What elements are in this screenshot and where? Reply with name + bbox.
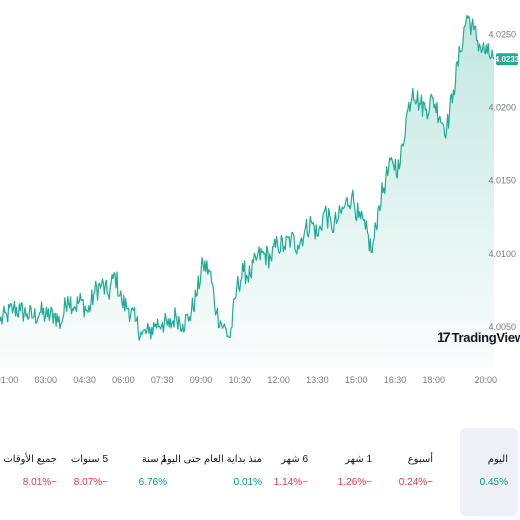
period-label: أسبوع [407, 454, 433, 465]
period-value: 8.01%− [22, 477, 57, 488]
period-value: 6.76% [138, 477, 167, 488]
period-3[interactable]: منذ بداية العام حتى اليوم 0.01% [161, 428, 262, 516]
period-label: 5 سنوات [70, 454, 108, 465]
y-tick-label: 4.0200 [488, 103, 516, 113]
period-value: 1.14%− [273, 477, 308, 488]
period-label: منذ بداية العام حتى اليوم [160, 454, 262, 465]
period-value: 0.24%− [398, 477, 433, 488]
period-value: 0.01% [233, 477, 262, 488]
y-tick-label: 4.0050 [488, 322, 516, 332]
x-tick-label: 07:30 [151, 375, 174, 385]
y-tick-label: 4.0150 [488, 176, 516, 186]
y-tick-label: 4.0100 [488, 249, 516, 259]
period-value: 8.07%− [73, 477, 108, 488]
period-2[interactable]: 1 سنة 6.76% [111, 428, 167, 516]
last-price-tag [496, 53, 518, 66]
period-1[interactable]: 5 سنوات 8.07%− [52, 428, 108, 516]
period-label: جميع الأوقات [3, 454, 57, 465]
x-tick-label: 15:00 [345, 375, 368, 385]
period-label: 1 سنة [141, 454, 167, 465]
x-tick-label: 13:30 [306, 375, 329, 385]
tradingview-logo-icon: 17 [437, 329, 451, 345]
x-tick-label: 12:00 [267, 375, 290, 385]
x-tick-label: 18:00 [423, 375, 446, 385]
price-chart[interactable]: 4.0050 4.0100 4.0150 4.0200 4.0250 01:00 03:0… [0, 0, 520, 392]
period-value: 1.26%− [337, 477, 372, 488]
x-tick-label: 06:00 [112, 375, 135, 385]
x-tick-label: 03:00 [35, 375, 58, 385]
price-line [0, 14, 495, 341]
period-6[interactable]: أسبوع 0.24%− [377, 428, 433, 516]
period-0[interactable]: جميع الأوقات 8.01%− [1, 428, 57, 516]
y-tick-label: 4.0250 [488, 29, 516, 39]
period-value: 0.45% [479, 477, 508, 488]
period-label: اليوم [487, 454, 508, 465]
period-4[interactable]: 6 شهر 1.14%− [252, 428, 308, 516]
period-5[interactable]: 1 شهر 1.26%− [316, 428, 372, 516]
period-label: 1 شهر [345, 454, 372, 465]
tradingview-logo[interactable]: 17 TradingView [437, 329, 520, 345]
x-tick-label: 16:30 [384, 375, 407, 385]
tradingview-logo-text: TradingView [451, 329, 520, 345]
x-tick-label: 10:30 [229, 375, 252, 385]
x-tick-label: 01:00 [0, 375, 18, 385]
period-7[interactable]: اليوم 0.45% [460, 428, 518, 516]
x-tick-label: 04:30 [73, 375, 96, 385]
performance-periods: جميع الأوقات 8.01%− 5 سنوات 8.07%− 1 سنة 6.76… [0, 428, 520, 516]
chart-canvas[interactable]: 4.0050 4.0100 4.0150 4.0200 4.0250 01:00 03:0… [0, 0, 520, 392]
x-tick-label: 09:00 [190, 375, 213, 385]
last-price-label: 4.0233 [495, 55, 520, 64]
period-label: 6 شهر [281, 454, 308, 465]
x-tick-label: 20:00 [475, 375, 498, 385]
price-area-fill [0, 15, 494, 369]
